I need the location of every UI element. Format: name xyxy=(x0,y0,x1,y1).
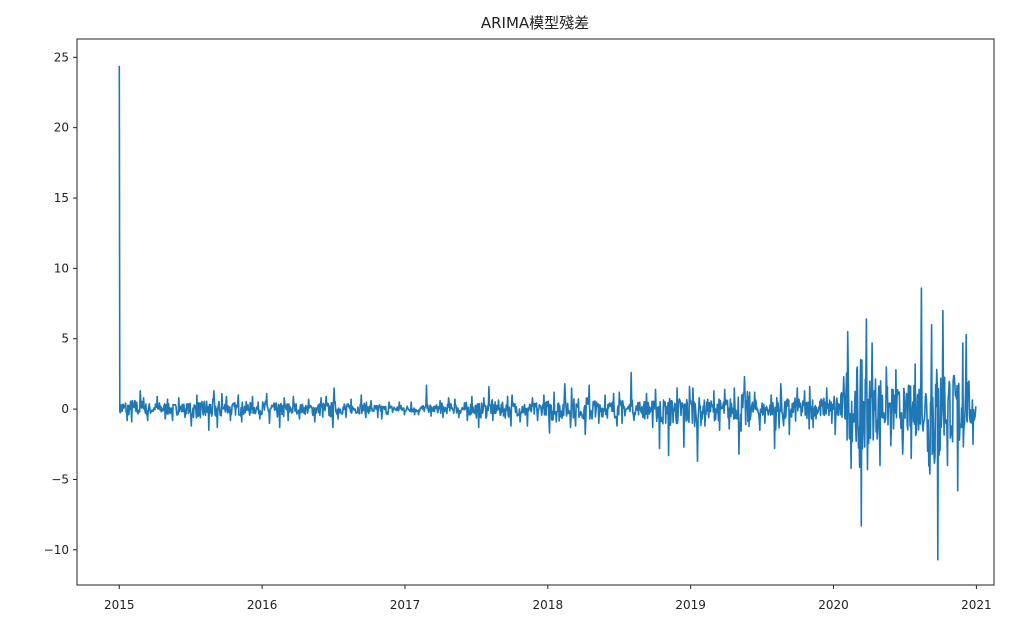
x-tick-label: 2020 xyxy=(818,598,849,612)
x-tick-label: 2021 xyxy=(961,598,992,612)
y-tick-label: 0 xyxy=(61,402,69,416)
x-tick-label: 2015 xyxy=(104,598,135,612)
y-tick-label: 5 xyxy=(61,332,69,346)
y-tick-label: −5 xyxy=(51,472,69,486)
y-axis: 25 20 15 10 5 0 −5 −10 xyxy=(44,50,77,557)
residual-series-line xyxy=(118,65,977,561)
x-tick-label: 2017 xyxy=(390,598,421,612)
x-tick-label: 2016 xyxy=(247,598,278,612)
plot-area xyxy=(118,65,977,561)
axes-frame xyxy=(76,38,995,586)
y-tick-label: 25 xyxy=(54,50,69,64)
y-tick-label: 10 xyxy=(54,261,69,275)
x-tick-label: 2019 xyxy=(675,598,706,612)
y-tick-label: −10 xyxy=(44,543,69,557)
x-axis: 2015 2016 2017 2018 2019 2020 2021 xyxy=(104,585,992,612)
y-tick-label: 20 xyxy=(54,121,69,135)
y-tick-label: 15 xyxy=(54,191,69,205)
x-tick-label: 2018 xyxy=(533,598,564,612)
chart-title: ARIMA模型殘差 xyxy=(481,14,589,32)
